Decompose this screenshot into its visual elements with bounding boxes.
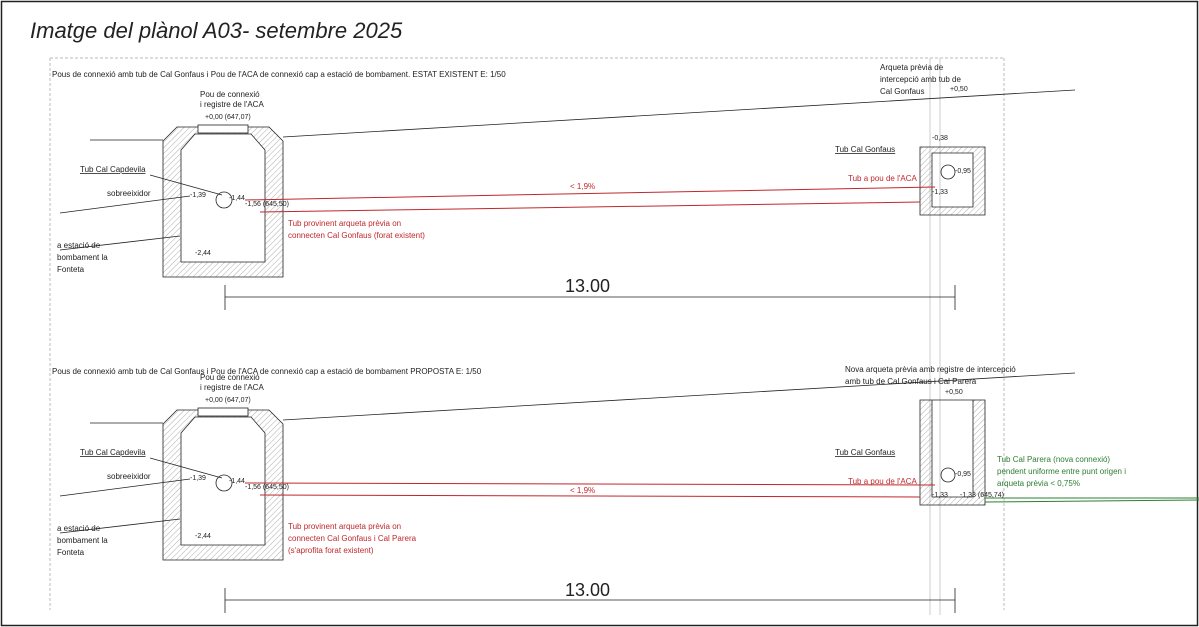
- level: -1,33: [932, 189, 948, 196]
- level: -1,33: [932, 492, 948, 499]
- level: -1,56 (645,50): [245, 484, 289, 491]
- slope: < 1,9%: [570, 486, 595, 495]
- level: -0,38: [932, 135, 948, 142]
- pipe-label: Tub a pou de l'ACA: [848, 174, 917, 183]
- pipe-label: Tub a pou de l'ACA: [848, 477, 917, 486]
- section-heading: Pous de connexió amb tub de Cal Gonfaus …: [52, 70, 506, 79]
- level: -1,33 (645,74): [960, 492, 1004, 499]
- level: -1,56 (645,50): [245, 201, 289, 208]
- level: -0,95: [955, 471, 971, 478]
- distance: 13.00: [565, 580, 610, 600]
- pipe-label: Tub Cal Gonfaus: [835, 145, 895, 154]
- level: -2,44: [195, 250, 211, 257]
- overflow-label: sobreeixidor: [107, 189, 151, 198]
- level: -1,44: [229, 478, 245, 485]
- level: +0,50: [945, 389, 963, 396]
- page: Imatge del plànol A03- setembre 2025 Pou…: [0, 0, 1199, 627]
- manhole-cover: [198, 408, 248, 416]
- level: -2,44: [195, 533, 211, 540]
- level: +0,50: [950, 86, 968, 93]
- pipe: [941, 468, 955, 482]
- level: +0,00 (647,07): [205, 114, 251, 121]
- pipe-label: Tub Cal Gonfaus: [835, 448, 895, 457]
- section-heading: Pous de connexió amb tub de Cal Gonfaus …: [52, 367, 482, 376]
- distance: 13.00: [565, 276, 610, 296]
- level: +0,00 (647,07): [205, 397, 251, 404]
- level: -0,95: [955, 168, 971, 175]
- pipe-label: Tub Cal Capdevila: [80, 448, 146, 457]
- title: Imatge del plànol A03- setembre 2025: [30, 18, 403, 43]
- overflow-label: sobreeixidor: [107, 472, 151, 481]
- level: -1,44: [229, 195, 245, 202]
- pipe-label: Tub Cal Capdevila: [80, 165, 146, 174]
- slope: < 1,9%: [570, 182, 595, 191]
- manhole-cover: [198, 125, 248, 133]
- level: -1,39: [190, 475, 206, 482]
- pipe: [941, 165, 955, 179]
- level: -1,39: [190, 192, 206, 199]
